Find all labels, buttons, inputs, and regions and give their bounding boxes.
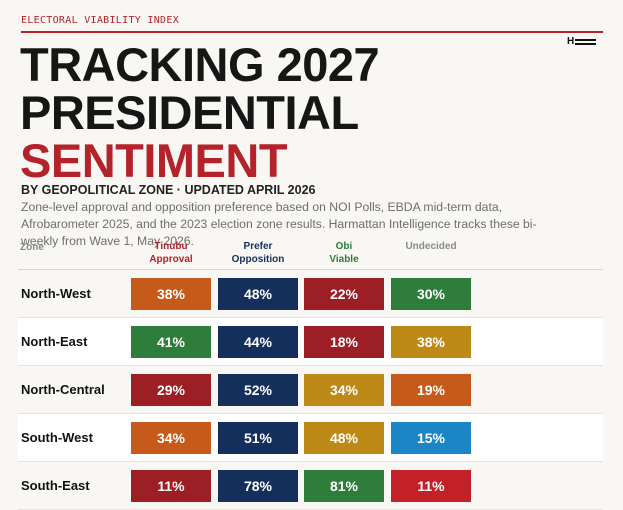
column-header: Zone [20, 242, 44, 253]
value-cell: 51% [218, 422, 298, 454]
zone-label: South-West [21, 430, 93, 445]
table-row: South-East 11% 78% 81% 11% [18, 462, 603, 510]
logo-letter: H [567, 36, 575, 47]
column-header-line: Prefer [243, 241, 273, 252]
column-header-line: Obi [335, 241, 353, 252]
brand-logo: H [567, 37, 597, 47]
table-row: North-West 38% 48% 22% 30% [18, 270, 603, 318]
column-header-line: Opposition [231, 254, 285, 265]
column-header: Obi Viable [304, 240, 384, 266]
column-header-line: Tinubu [154, 241, 188, 252]
description: Zone-level approval and opposition prefe… [21, 200, 537, 248]
value-cell: 78% [218, 470, 298, 502]
table-row: North-Central 29% 52% 34% 19% [18, 366, 603, 414]
value-cell: 48% [218, 278, 298, 310]
table-row: North-East 41% 44% 18% 38% [18, 318, 603, 366]
value-cell: 38% [131, 278, 211, 310]
table-body: North-West 38% 48% 22% 30% North-East 41% 44% 18… [18, 270, 603, 510]
value-cell: 15% [391, 422, 471, 454]
zone-label: South-East [21, 478, 90, 493]
zone-label: North-East [21, 334, 88, 349]
value-cell: 48% [304, 422, 384, 454]
value-cell: 22% [304, 278, 384, 310]
subheading: BY GEOPOLITICAL ZONE · UPDATED APRIL 202… [21, 183, 316, 197]
zone-label: North-West [21, 286, 91, 301]
title-line-3: SENTIMENT [20, 134, 288, 187]
zone-label: North-Central [21, 382, 105, 397]
value-cell: 29% [131, 374, 211, 406]
column-header-line: Approval [149, 254, 193, 265]
column-header: Tinubu Approval [131, 240, 211, 266]
title-line-2: PRESIDENTIAL [20, 86, 359, 139]
value-cell: 41% [131, 326, 211, 358]
value-cell: 38% [391, 326, 471, 358]
kicker-label: ELECTORAL VIABILITY INDEX [21, 15, 180, 26]
column-header: Undecided [391, 240, 471, 253]
logo-wordmark-line [575, 39, 596, 41]
logo-wordmark-line [575, 43, 596, 45]
column-header: Prefer Opposition [218, 240, 298, 266]
value-cell: 11% [131, 470, 211, 502]
table-row: South-West 34% 51% 48% 15% [18, 414, 603, 462]
table-header: Zone Tinubu Approval Prefer Opposition Obi Via… [18, 238, 603, 270]
value-cell: 52% [218, 374, 298, 406]
value-cell: 11% [391, 470, 471, 502]
column-header-line: Viable [329, 254, 359, 265]
title-line-1: TRACKING 2027 [20, 38, 380, 91]
value-cell: 44% [218, 326, 298, 358]
header-rule [21, 31, 603, 33]
value-cell: 34% [131, 422, 211, 454]
value-cell: 81% [304, 470, 384, 502]
value-cell: 34% [304, 374, 384, 406]
page-title: TRACKING 2027 PRESIDENTIAL SENTIMENT [20, 38, 380, 187]
value-cell: 30% [391, 278, 471, 310]
value-cell: 19% [391, 374, 471, 406]
value-cell: 18% [304, 326, 384, 358]
column-header-line: Undecided [405, 241, 457, 252]
sentiment-table: Zone Tinubu Approval Prefer Opposition Obi Via… [18, 238, 603, 510]
